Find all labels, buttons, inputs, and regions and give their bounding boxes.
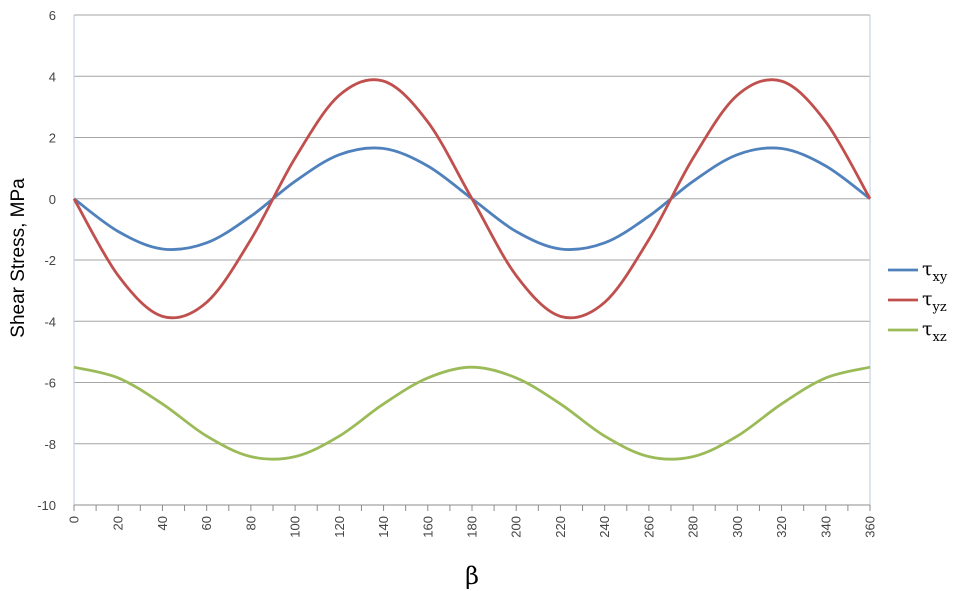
y-tick-label: 4 [49,69,56,84]
x-tick-label: 60 [199,516,214,530]
x-tick-label: 280 [686,516,701,538]
x-tick-label: 40 [155,516,170,530]
series-lines [72,78,872,461]
x-tick-label: 200 [509,516,524,538]
y-tick-label: -2 [44,253,56,268]
y-tick-label: -10 [37,498,56,513]
x-tick-label: 140 [376,516,391,538]
x-tick-label: 340 [818,516,833,538]
x-tick-label: 180 [465,516,480,538]
legend: τxy τyz τxz [888,258,948,345]
y-tick-label: -4 [44,314,56,329]
x-tick-label: 160 [420,516,435,538]
legend-label: τyz [922,288,947,315]
x-tick-label: 320 [774,516,789,538]
x-tick-label: 120 [332,516,347,538]
y-tick-label: -6 [44,376,56,391]
y-tick-label: 2 [49,131,56,146]
series-line-xz [73,365,871,461]
x-tick-label: 240 [597,516,612,538]
x-tick-label: 20 [111,516,126,530]
legend-label: τxz [922,318,947,345]
x-tick-label: 360 [863,516,878,538]
x-tick-label: 80 [243,516,258,530]
series-line-yz [72,78,872,320]
y-tick-label: -8 [44,437,56,452]
legend-label: τxy [922,258,948,285]
y-tick-label: 6 [49,8,56,23]
x-axis-title: β [465,562,479,590]
x-tick-label: 220 [553,516,568,538]
x-tick-label: 100 [288,516,303,538]
x-tick-label: 300 [730,516,745,538]
gridlines [74,14,870,506]
x-tick-label: 0 [67,516,82,523]
x-tick-label: 260 [641,516,656,538]
y-tick-label: 0 [49,192,56,207]
y-axis-title: Shear Stress, MPa [8,178,29,338]
